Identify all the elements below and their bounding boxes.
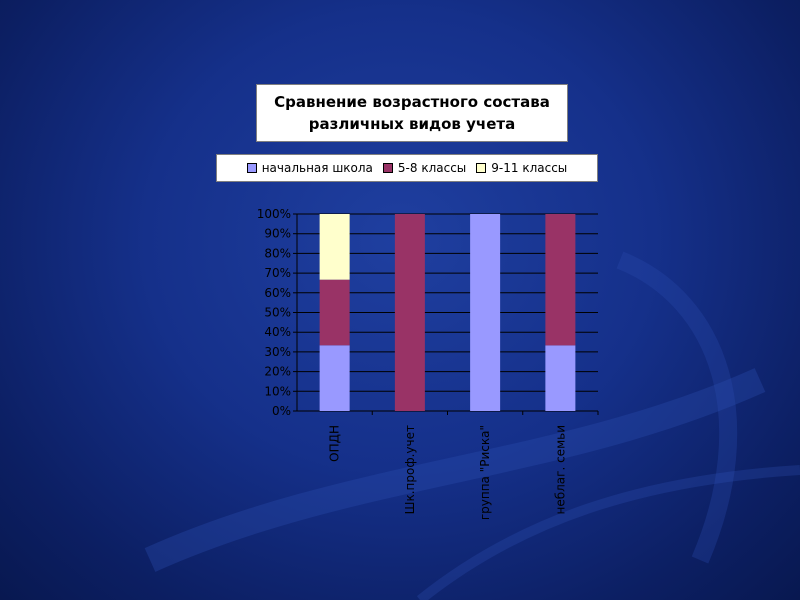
bar-segment	[545, 345, 576, 411]
legend-label-grades-5-8: 5-8 классы	[397, 161, 467, 175]
bar-segment	[319, 345, 350, 411]
y-tick-label: 10%	[264, 384, 291, 398]
chart-title-line-2: различных видов учета	[308, 115, 516, 133]
bar-segment	[545, 214, 576, 346]
legend-label-primary-school: начальная школа	[261, 161, 373, 175]
legend-item-grades-5-8: 5-8 классы	[382, 161, 467, 175]
legend-item-primary-school: начальная школа	[246, 161, 373, 175]
chart-title: Сравнение возрастного состава различных …	[256, 84, 568, 142]
y-tick-label: 90%	[264, 227, 291, 241]
bar-segment	[394, 214, 425, 411]
legend-label-grades-9-11: 9-11 классы	[491, 161, 568, 175]
legend-swatch-grades-9-11	[476, 163, 487, 173]
y-tick-label: 100%	[257, 207, 291, 221]
legend-swatch-grades-5-8	[382, 163, 393, 173]
y-tick-label: 30%	[264, 345, 291, 359]
x-category-label: Шк.проф.учет	[403, 425, 417, 514]
y-tick-label: 70%	[264, 266, 291, 280]
x-category-label: неблаг. семьи	[553, 425, 567, 515]
bar-segment	[319, 279, 350, 346]
x-category-label: группа "Риска"	[478, 425, 492, 520]
y-tick-label: 80%	[264, 246, 291, 260]
y-tick-label: 40%	[264, 325, 291, 339]
legend-swatch-primary-school	[246, 163, 257, 173]
y-tick-label: 0%	[272, 404, 291, 418]
bar-segment	[470, 214, 501, 411]
bar-segment	[319, 214, 350, 280]
y-tick-label: 60%	[264, 286, 291, 300]
y-tick-label: 20%	[264, 365, 291, 379]
y-tick-label: 50%	[264, 306, 291, 320]
chart-title-line-1: Сравнение возрастного состава	[274, 93, 550, 111]
legend-item-grades-9-11: 9-11 классы	[476, 161, 567, 175]
x-category-label: ОПДН	[328, 425, 342, 462]
chart-legend: начальная школа 5-8 классы 9-11 классы	[216, 154, 598, 182]
